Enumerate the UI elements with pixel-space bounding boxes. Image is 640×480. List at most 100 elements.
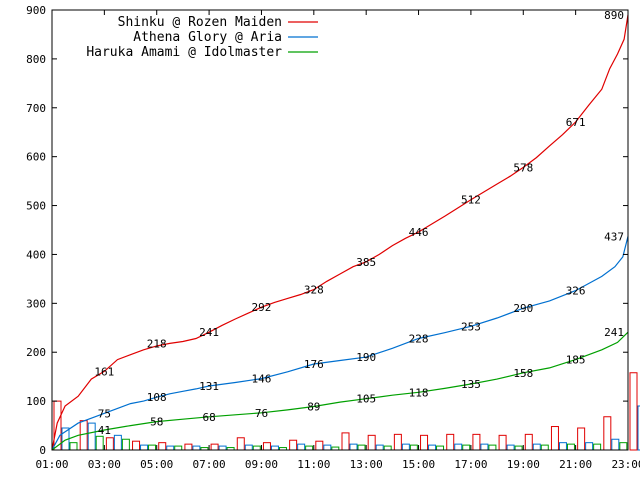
hourly-bar	[289, 439, 298, 451]
data-label: 185	[566, 354, 586, 367]
hourly-bar	[53, 400, 62, 451]
hourly-bar	[113, 434, 122, 451]
data-label: 512	[461, 194, 481, 207]
data-label: 228	[409, 333, 429, 346]
data-labels: 161 218 241 292 328 385 446 512 578 671 890 75 108 13…	[94, 9, 624, 437]
series-line	[51, 331, 629, 451]
hourly-bar	[577, 427, 586, 451]
data-label: 290	[513, 302, 533, 315]
data-label: 890	[604, 9, 624, 22]
data-label: 68	[202, 411, 215, 424]
x-tick-label: 11:00	[297, 458, 330, 471]
data-label: 190	[356, 351, 376, 364]
hourly-bar	[95, 435, 104, 451]
hourly-bar	[454, 443, 463, 451]
data-label: 326	[566, 285, 586, 298]
hourly-bar	[166, 445, 175, 451]
hourly-bar	[566, 443, 575, 451]
hourly-bar	[349, 443, 358, 451]
x-tick-label: 23:00	[611, 458, 640, 471]
hourly-bar	[184, 443, 193, 451]
hourly-bar	[524, 433, 533, 451]
y-tick-label: 0	[39, 444, 46, 457]
hourly-bar	[262, 442, 271, 451]
data-label: 446	[409, 226, 429, 239]
hourly-bar	[558, 442, 567, 451]
hourly-bar	[498, 434, 507, 451]
x-tick-label: 15:00	[402, 458, 435, 471]
hourly-bar	[446, 433, 455, 451]
series-line	[51, 236, 629, 451]
x-tick-label: 03:00	[88, 458, 121, 471]
hourly-bar	[87, 422, 96, 451]
hourly-bar	[428, 444, 437, 451]
x-tick-label: 21:00	[559, 458, 592, 471]
x-tick-label: 17:00	[454, 458, 487, 471]
data-label: 241	[604, 326, 624, 339]
data-label: 131	[199, 380, 219, 393]
y-axis: 0 100 200 300 400 500 600 700 800 900	[26, 4, 628, 457]
x-tick-label: 05:00	[140, 458, 173, 471]
hourly-bar	[236, 437, 245, 451]
data-label: 58	[150, 416, 163, 429]
data-label: 108	[147, 391, 167, 404]
data-label: 89	[307, 400, 320, 413]
y-tick-label: 700	[26, 102, 46, 115]
hourly-bar	[480, 443, 489, 451]
hourly-bar	[506, 444, 515, 451]
y-tick-label: 200	[26, 346, 46, 359]
data-label: 146	[252, 373, 272, 386]
hourly-bar	[140, 444, 149, 451]
hourly-bar	[297, 443, 306, 451]
hourly-bar	[121, 438, 130, 451]
hourly-bar	[218, 445, 227, 451]
data-label: 578	[513, 161, 533, 174]
x-axis: 01:00 03:00 05:00 07:00 09:00 11:00 13:00 15:00…	[35, 10, 640, 471]
hourly-bar	[252, 445, 261, 451]
x-tick-label: 13:00	[350, 458, 383, 471]
data-label: 75	[98, 407, 111, 420]
hourly-bar	[315, 440, 324, 451]
hourly-bar	[550, 426, 559, 451]
hourly-bar	[420, 434, 429, 451]
hourly-bar	[409, 444, 418, 451]
hourly-bar	[603, 416, 612, 451]
data-label: 105	[356, 393, 376, 406]
data-label: 253	[461, 320, 481, 333]
hourly-bar	[69, 442, 78, 451]
hourly-bar	[323, 444, 332, 451]
hourly-bar	[540, 444, 549, 451]
hourly-bar	[488, 444, 497, 451]
y-tick-label: 600	[26, 151, 46, 164]
hourly-bar	[158, 442, 167, 451]
legend-label: Athena Glory @ Aria	[133, 30, 282, 45]
hourly-bar	[593, 443, 602, 451]
hourly-bar	[192, 445, 201, 451]
y-tick-label: 900	[26, 4, 46, 17]
y-tick-label: 800	[26, 53, 46, 66]
hourly-bar	[132, 440, 141, 451]
data-label: 118	[409, 386, 429, 399]
hourly-bar	[357, 444, 366, 451]
hourly-bar	[462, 444, 471, 451]
x-tick-label: 09:00	[245, 458, 278, 471]
hourly-bar	[210, 443, 219, 451]
hourly-bar	[244, 444, 253, 451]
y-tick-label: 400	[26, 248, 46, 261]
y-tick-label: 500	[26, 200, 46, 213]
hourly-bar	[611, 438, 620, 451]
hourly-bar	[270, 445, 279, 451]
hourly-bar	[79, 420, 88, 451]
legend-label: Shinku @ Rozen Maiden	[118, 15, 282, 30]
data-label: 671	[566, 116, 586, 129]
hourly-bar	[174, 445, 183, 451]
data-label: 161	[94, 365, 114, 378]
hourly-bar	[532, 443, 541, 451]
hourly-bar	[393, 433, 402, 451]
hourly-bar	[472, 433, 481, 451]
hourly-bar	[367, 434, 376, 451]
x-tick-label: 19:00	[507, 458, 540, 471]
data-label: 385	[356, 256, 376, 269]
